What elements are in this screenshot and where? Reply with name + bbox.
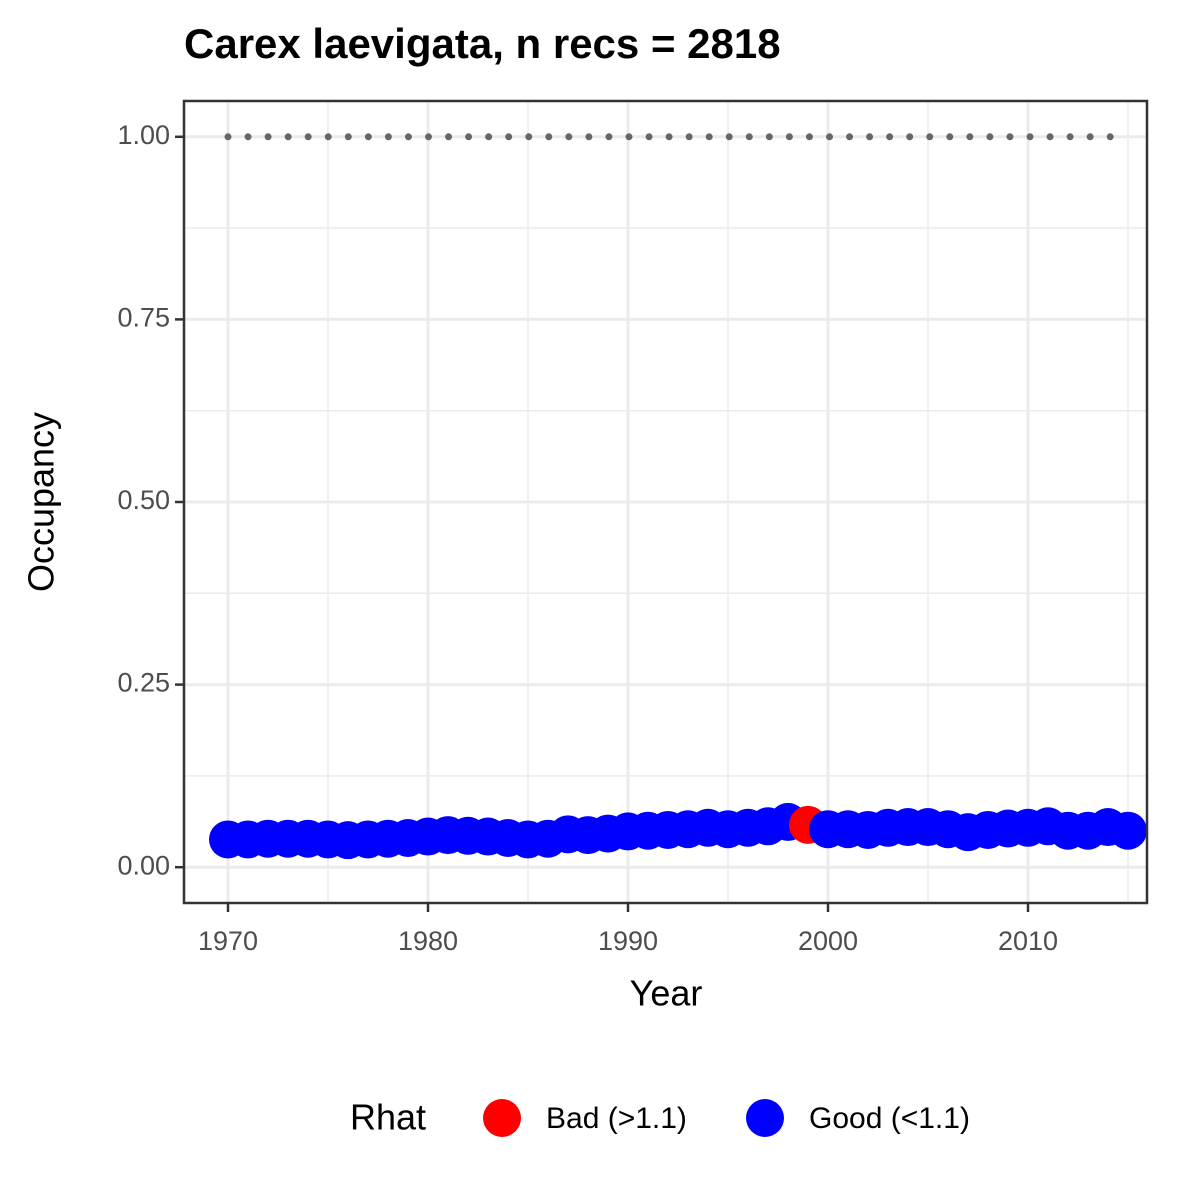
x-tick-label: 2010 bbox=[998, 926, 1058, 956]
plot-border bbox=[182, 99, 1149, 905]
x-axis-title: Year bbox=[630, 973, 703, 1014]
y-tick-label: 0.00 bbox=[117, 850, 170, 880]
y-axis-title: Occupancy bbox=[21, 412, 62, 592]
legend-title: Rhat bbox=[350, 1097, 426, 1138]
y-tick-label: 1.00 bbox=[117, 120, 170, 150]
y-tick-label: 0.50 bbox=[117, 485, 170, 515]
legend-marker bbox=[483, 1099, 521, 1137]
legend-marker bbox=[746, 1099, 784, 1137]
x-tick-label: 1990 bbox=[598, 926, 658, 956]
y-tick-label: 0.25 bbox=[117, 668, 170, 698]
legend-label: Good (<1.1) bbox=[809, 1102, 970, 1135]
point bbox=[1109, 811, 1147, 850]
y-tick-label: 0.75 bbox=[117, 303, 170, 333]
x-tick-label: 1980 bbox=[398, 926, 458, 956]
x-tick-label: 1970 bbox=[198, 926, 258, 956]
x-tick-label: 2000 bbox=[798, 926, 858, 956]
legend-label: Bad (>1.1) bbox=[546, 1102, 687, 1135]
chart-title: Carex laevigata, n recs = 2818 bbox=[184, 20, 781, 67]
